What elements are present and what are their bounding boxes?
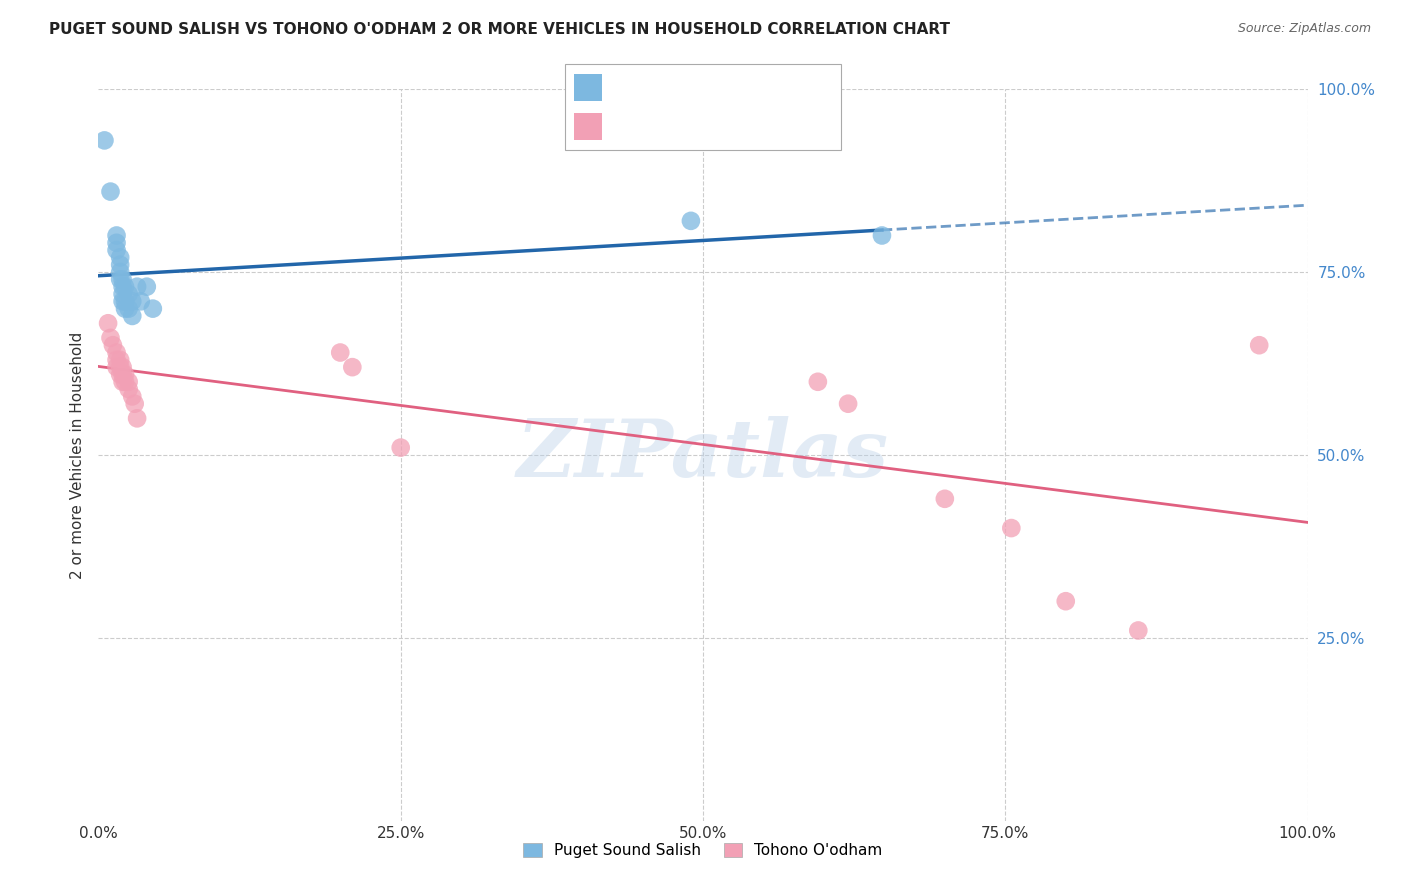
Point xyxy=(118,375,141,389)
Point xyxy=(100,185,122,199)
Point xyxy=(111,287,134,301)
Point xyxy=(108,352,131,367)
Point xyxy=(105,345,128,359)
Point xyxy=(114,368,136,382)
Point xyxy=(108,360,131,375)
Point xyxy=(108,265,131,279)
Point xyxy=(807,375,830,389)
Text: ZIPatlas: ZIPatlas xyxy=(517,417,889,493)
Point xyxy=(111,294,134,309)
Point xyxy=(118,382,141,396)
Point xyxy=(870,228,893,243)
Bar xyxy=(574,113,602,140)
Point xyxy=(114,301,136,316)
Point xyxy=(127,411,149,425)
Point xyxy=(93,133,115,147)
Point xyxy=(1249,338,1271,352)
Point xyxy=(837,397,859,411)
Point xyxy=(108,272,131,286)
Point xyxy=(342,360,364,375)
Point xyxy=(934,491,956,506)
Point xyxy=(1000,521,1022,535)
Point xyxy=(111,279,134,293)
Point xyxy=(105,243,128,257)
Point xyxy=(121,309,143,323)
Y-axis label: 2 or more Vehicles in Household: 2 or more Vehicles in Household xyxy=(70,331,86,579)
Point xyxy=(1054,594,1077,608)
Point xyxy=(1128,624,1150,638)
Point xyxy=(121,294,143,309)
Point xyxy=(97,316,120,330)
Point xyxy=(101,338,124,352)
Point xyxy=(135,279,157,293)
Point xyxy=(118,301,141,316)
Point xyxy=(105,360,128,375)
Point xyxy=(111,368,134,382)
Point xyxy=(111,360,134,375)
Point xyxy=(108,368,131,382)
Bar xyxy=(574,74,602,101)
Point xyxy=(129,294,152,309)
Point xyxy=(108,258,131,272)
Point xyxy=(121,389,143,403)
Point xyxy=(105,235,128,250)
Point xyxy=(679,214,702,228)
Point xyxy=(111,375,134,389)
Point xyxy=(114,294,136,309)
Point xyxy=(114,279,136,293)
Legend: Puget Sound Salish, Tohono O'odham: Puget Sound Salish, Tohono O'odham xyxy=(517,837,889,864)
Point xyxy=(389,441,412,455)
Point xyxy=(127,279,149,293)
Point xyxy=(111,272,134,286)
Point xyxy=(118,287,141,301)
Point xyxy=(124,397,146,411)
Text: R =  0.284   N = 26: R = 0.284 N = 26 xyxy=(613,80,769,95)
Text: Source: ZipAtlas.com: Source: ZipAtlas.com xyxy=(1237,22,1371,36)
Point xyxy=(114,375,136,389)
Point xyxy=(108,251,131,265)
Point xyxy=(105,228,128,243)
Text: R = -0.391   N = 29: R = -0.391 N = 29 xyxy=(613,120,769,134)
Point xyxy=(105,352,128,367)
FancyBboxPatch shape xyxy=(565,64,841,150)
Text: PUGET SOUND SALISH VS TOHONO O'ODHAM 2 OR MORE VEHICLES IN HOUSEHOLD CORRELATION: PUGET SOUND SALISH VS TOHONO O'ODHAM 2 O… xyxy=(49,22,950,37)
Point xyxy=(142,301,165,316)
Point xyxy=(329,345,352,359)
Point xyxy=(100,331,122,345)
